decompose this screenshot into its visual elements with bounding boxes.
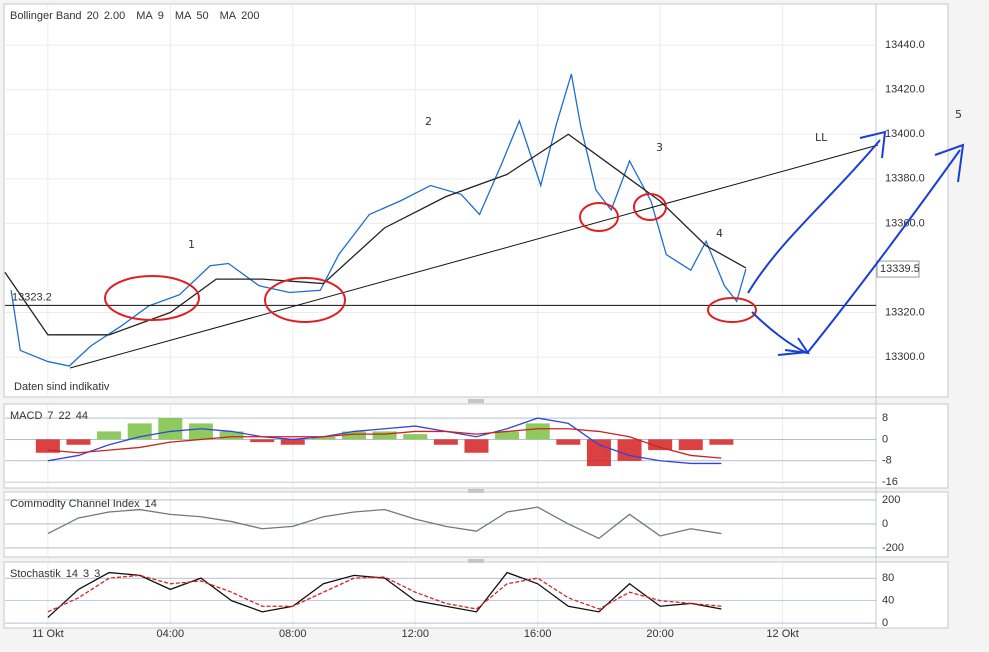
series-line [47,428,722,459]
arrow [777,143,965,356]
annotation: 1 [188,238,195,251]
histogram-bar [617,439,642,461]
panel-title: MACD [10,410,42,422]
y-tick-label: 13440.0 [885,39,925,51]
histogram-bar [525,423,550,440]
price-label: 13339.5 [880,263,920,275]
y-tick-label: 8 [882,412,888,424]
arrow [747,130,887,294]
annotation: LL [815,131,828,144]
y-tick-label: 80 [882,572,894,584]
panel-param: 44 [76,410,88,422]
y-tick-label: 0 [882,433,888,445]
histogram-bar [158,418,183,440]
trendline [69,144,879,369]
panel-param: 3 [83,568,89,580]
panel-title: Commodity Channel Index [10,498,140,510]
reference-label: 13323.2 [12,291,52,303]
panel-param: 14 [66,568,78,580]
y-tick-label: -200 [882,542,904,554]
y-tick-label: 40 [882,595,894,607]
y-tick-label: 0 [882,617,888,629]
indicator-name: MA [220,10,237,22]
histogram-bar [433,439,458,445]
panel-param: 3 [94,568,100,580]
histogram-bar [372,431,397,440]
annotation: 3 [656,141,663,154]
annotation: 5 [955,108,962,121]
price-pane [3,3,949,398]
indicator-param: 20 [87,10,99,22]
y-tick-label: 13400.0 [885,128,925,140]
annotation: 4 [716,227,723,240]
circle [579,202,619,232]
histogram-bar [311,436,336,440]
y-tick-label: 0 [882,518,888,530]
indicator-name: MA [136,10,153,22]
y-tick-label: 200 [882,494,900,506]
histogram-bar [464,439,489,453]
annotation: 2 [425,115,432,128]
circle [707,297,757,323]
circle [104,275,200,321]
panel-param: 14 [145,498,157,510]
note: Daten sind indikativ [14,381,110,393]
series-line [47,417,722,465]
histogram-bar [709,439,734,445]
indicator-param: 200 [241,10,259,22]
y-tick-label: 13380.0 [885,173,925,185]
x-tick-label: 12 Okt [766,628,798,640]
series-line [47,571,722,618]
y-tick-label: 13360.0 [885,217,925,229]
panel-title: Stochastik [10,568,61,580]
indicator-param: 2.00 [104,10,125,22]
series-line [4,133,747,336]
x-tick-label: 16:00 [524,628,552,640]
histogram-bar [678,439,703,451]
indicator-param: 9 [158,10,164,22]
histogram-bar [219,431,244,440]
circle [633,193,667,221]
histogram-bar [495,431,520,440]
price-box [876,260,920,278]
histogram-bar [280,439,305,445]
x-tick-label: 12:00 [401,628,429,640]
x-tick-label: 20:00 [646,628,674,640]
circle [264,277,346,323]
indicator-name: Bollinger Band [10,10,82,22]
pane-handles [468,399,484,563]
panel-param: 7 [47,410,53,422]
x-tick-label: 04:00 [157,628,185,640]
histogram-bar [66,439,91,445]
histogram-bar [250,439,275,443]
histogram-bar [342,431,367,440]
indicator-name: MA [175,10,192,22]
panel-param: 22 [59,410,71,422]
hand-drawings [69,130,965,369]
indicator-param: 50 [196,10,208,22]
histogram-bar [188,423,213,440]
histogram-bar [586,439,611,467]
histogram-bar [403,434,428,440]
histogram-bar [97,431,122,440]
series-line [47,574,722,613]
y-tick-label: 13420.0 [885,84,925,96]
histogram-bar [35,439,60,453]
y-tick-label: -16 [882,476,898,488]
y-tick-label: 13300.0 [885,351,925,363]
x-tick-label: 11 Okt [32,628,64,640]
stoch-pane [3,561,949,629]
series-line [47,506,722,540]
y-tick-label: -8 [882,455,892,467]
histogram-bar [556,439,581,445]
x-tick-label: 08:00 [279,628,307,640]
histogram-bar [648,439,673,451]
y-tick-label: 13320.0 [885,306,925,318]
